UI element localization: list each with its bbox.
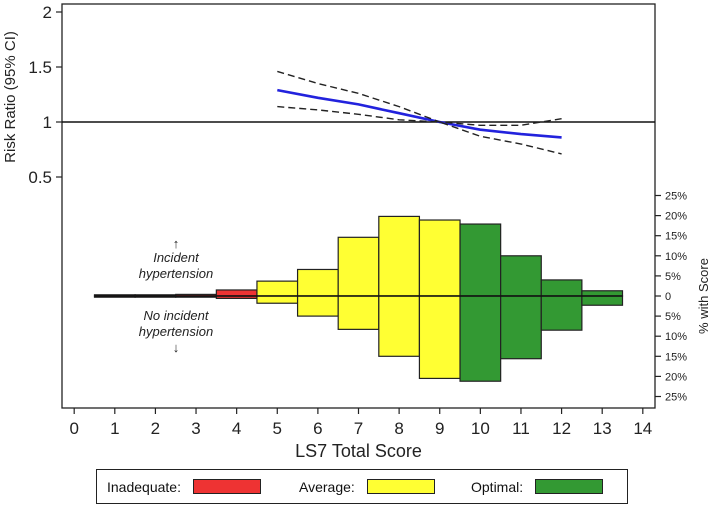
y2-tick-label: 10%: [665, 251, 687, 263]
legend: Inadequate: Average: Optimal:: [96, 469, 628, 504]
bar-incident: [540, 279, 583, 297]
legend-swatch-optimal: [535, 479, 604, 494]
y-axis-title: Risk Ratio (95% CI): [2, 31, 19, 163]
x-tick-label: 14: [633, 419, 652, 438]
x-tick-label: 4: [232, 419, 241, 438]
bar-incident: [215, 289, 258, 297]
x-tick-label: 12: [552, 419, 571, 438]
y2-tick-label: 15%: [665, 231, 687, 243]
bar-no-incident: [337, 295, 380, 330]
y2-tick-label: 25%: [665, 191, 687, 203]
arrow-up: ↑: [173, 236, 180, 251]
bar-no-incident: [418, 295, 461, 380]
y-tick-label: 1: [43, 113, 52, 132]
bar-incident: [418, 219, 461, 297]
x-tick-label: 5: [273, 419, 282, 438]
arrow-down: ↓: [173, 340, 180, 355]
annotation-incident-2: hypertension: [139, 266, 213, 281]
bar-no-incident: [500, 295, 542, 360]
x-tick-label: 3: [191, 419, 200, 438]
ci-line: [277, 70, 562, 127]
risk-ratio-line: [277, 88, 562, 139]
bar-incident: [459, 223, 502, 297]
ci-line: [277, 105, 562, 155]
annotation-no-incident-1: No incident: [143, 308, 209, 323]
x-tick-label: 0: [69, 419, 78, 438]
plot-frame: [61, 3, 656, 409]
bar-no-incident: [296, 295, 339, 317]
legend-label-optimal: Optimal:: [471, 478, 524, 495]
x-tick-label: 1: [110, 419, 119, 438]
y-tick-label: 2: [43, 3, 52, 22]
legend-item-inadequate: Inadequate:: [107, 470, 261, 503]
y2-tick-label: 5%: [665, 311, 681, 323]
bar-no-incident: [540, 295, 583, 331]
annotation-incident-1: Incident: [153, 250, 200, 265]
y2-tick-label: 10%: [665, 331, 687, 343]
risk-ratio-lines: [62, 70, 655, 155]
bar-no-incident: [459, 295, 502, 382]
bar-no-incident: [581, 295, 624, 306]
legend-item-optimal: Optimal:: [471, 470, 604, 503]
legend-item-average: Average:: [299, 470, 435, 503]
x-tick-label: 7: [354, 419, 363, 438]
bar-incident: [337, 236, 380, 297]
x-tick-label: 8: [394, 419, 403, 438]
x-tick-label: 9: [435, 419, 444, 438]
x-tick-label: 6: [313, 419, 322, 438]
plot-border: [61, 3, 656, 409]
y2-tick-label: 25%: [665, 392, 687, 404]
bar-incident: [378, 215, 421, 297]
bar-incident: [256, 280, 299, 297]
x-tick-label: 11: [512, 419, 530, 438]
y2-tick-label: 0: [665, 291, 671, 303]
bar-incident: [296, 268, 339, 297]
x-axis-title: LS7 Total Score: [295, 441, 422, 461]
legend-swatch-average: [366, 479, 435, 494]
legend-label-inadequate: Inadequate:: [107, 478, 181, 495]
histogram-bars: [93, 215, 624, 382]
x-tick-label: 2: [151, 419, 160, 438]
annotation-no-incident-2: hypertension: [139, 324, 213, 339]
x-tick-label: 13: [593, 419, 612, 438]
legend-swatch-inadequate: [192, 479, 261, 494]
x-tick-label: 10: [471, 419, 490, 438]
y2-tick-label: 20%: [665, 371, 687, 383]
y2-tick-label: 5%: [665, 271, 681, 283]
y-tick-label: 1.5: [28, 58, 52, 77]
y2-tick-label: 15%: [665, 351, 687, 363]
bar-no-incident: [256, 295, 299, 304]
y2-axis-title: % with Score: [696, 258, 709, 334]
y2-tick-label: 20%: [665, 211, 687, 223]
bar-incident: [581, 290, 624, 297]
legend-label-average: Average:: [299, 478, 355, 495]
y-tick-label: 0.5: [28, 168, 52, 187]
bar-no-incident: [378, 295, 421, 357]
bar-incident: [500, 255, 542, 297]
